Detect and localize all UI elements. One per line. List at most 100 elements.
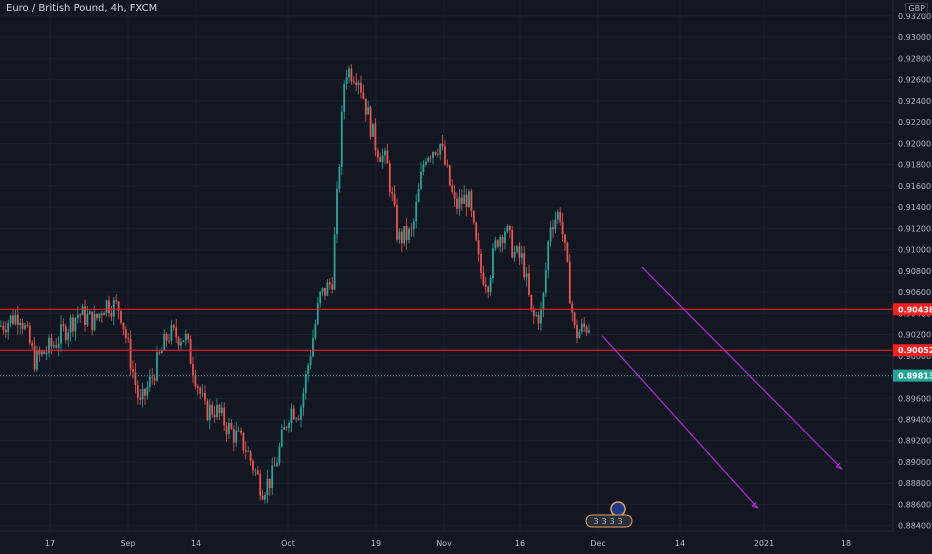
currency-label[interactable]: GBP <box>905 3 928 14</box>
candle-body <box>220 407 223 414</box>
time-tick-label: 16 <box>515 539 525 548</box>
candle-body <box>60 324 62 344</box>
trend-arrow-line[interactable] <box>601 335 759 509</box>
candle-body <box>21 322 24 329</box>
candle-body <box>396 205 398 240</box>
candle-body <box>463 194 466 204</box>
price-tick-label: 0.90600 <box>898 288 931 297</box>
candle-body <box>372 123 374 137</box>
event-count: 3 <box>617 517 622 526</box>
candle-body <box>386 150 389 164</box>
time-axis[interactable]: 17 Sep 14 Oct 19 Nov 16 Dec 14 2021 18 <box>0 530 893 548</box>
time-tick-label: 14 <box>675 539 685 548</box>
time-tick-label: 2021 <box>754 539 774 548</box>
candle-body <box>271 465 274 489</box>
candle-body <box>530 294 533 309</box>
candle-body <box>302 392 305 408</box>
candle-body <box>528 273 530 295</box>
candle-body <box>408 228 410 241</box>
candle-body <box>333 234 336 290</box>
candle-body <box>148 376 151 388</box>
candle-body <box>403 226 406 244</box>
candle-body <box>362 92 365 99</box>
candle-body <box>309 356 312 366</box>
candle-body <box>348 68 350 78</box>
price-levels <box>0 308 893 377</box>
candle-body <box>228 423 230 435</box>
price-tick-label: 0.89000 <box>898 458 931 467</box>
event-count: 3 <box>609 517 614 526</box>
event-marker[interactable] <box>610 501 626 517</box>
candle-body <box>561 221 564 235</box>
candle-body <box>100 313 103 316</box>
candle-body <box>343 84 346 112</box>
candle-body <box>312 338 314 357</box>
candle-body <box>165 333 168 341</box>
candle-body <box>216 404 218 417</box>
candle-body <box>12 315 14 324</box>
candle-body <box>168 340 170 342</box>
candle-body <box>554 219 557 230</box>
price-axis[interactable]: 0.88400 0.88600 0.88800 0.89000 0.89200 0.894… <box>892 0 932 550</box>
candle-body <box>436 154 439 155</box>
candle-body <box>62 324 65 327</box>
candle-body <box>2 325 5 330</box>
candle-body <box>381 155 384 163</box>
candle-body <box>307 365 310 375</box>
candle-body <box>364 98 367 115</box>
candle-body <box>321 287 324 292</box>
candle-body <box>379 157 382 163</box>
candle-body <box>170 325 173 341</box>
candle-body <box>194 375 197 387</box>
candle-body <box>55 345 58 348</box>
candle-body <box>316 303 319 324</box>
candle-body <box>357 82 360 86</box>
candle-body <box>240 430 242 433</box>
candle-body <box>249 451 252 461</box>
candle-body <box>211 404 214 415</box>
candle-body <box>470 191 473 211</box>
candle-body <box>52 345 55 347</box>
candle-body <box>48 337 50 353</box>
candle-body <box>86 314 89 325</box>
candle-body <box>19 322 22 326</box>
candle-body <box>326 282 329 296</box>
candle-body <box>192 363 194 376</box>
candle-body <box>57 343 60 348</box>
candle-body <box>314 323 317 339</box>
candle-body <box>542 293 545 309</box>
candle-body <box>369 107 372 137</box>
candle-body <box>237 430 240 432</box>
candle-body <box>492 248 494 279</box>
candle-body <box>187 333 190 340</box>
price-tick-label: 0.90800 <box>898 267 931 276</box>
candle-body <box>129 338 132 370</box>
candle-body <box>580 323 583 332</box>
candle-body <box>432 152 434 158</box>
candle-body <box>223 407 226 426</box>
candle-body <box>189 339 192 364</box>
trend-arrows[interactable] <box>601 266 843 509</box>
candle-body <box>350 68 353 82</box>
candle-body <box>441 143 444 147</box>
candle-body <box>79 314 82 316</box>
event-badge[interactable] <box>585 514 633 528</box>
candle-body <box>84 306 86 325</box>
candle-body <box>504 231 506 244</box>
price-tick-label: 0.90200 <box>898 331 931 340</box>
candle-body <box>535 314 538 316</box>
candle-body <box>244 450 247 452</box>
price-tick-label: 0.91400 <box>898 203 931 212</box>
grid <box>0 0 893 531</box>
candle-body <box>424 161 427 165</box>
candle-body <box>319 291 322 304</box>
candle-body <box>336 188 338 235</box>
candle-body <box>532 308 535 316</box>
candle-body <box>180 341 182 346</box>
trend-arrow-line[interactable] <box>641 266 843 470</box>
candle-body <box>103 312 106 316</box>
price-tick-label: 0.91000 <box>898 246 931 255</box>
